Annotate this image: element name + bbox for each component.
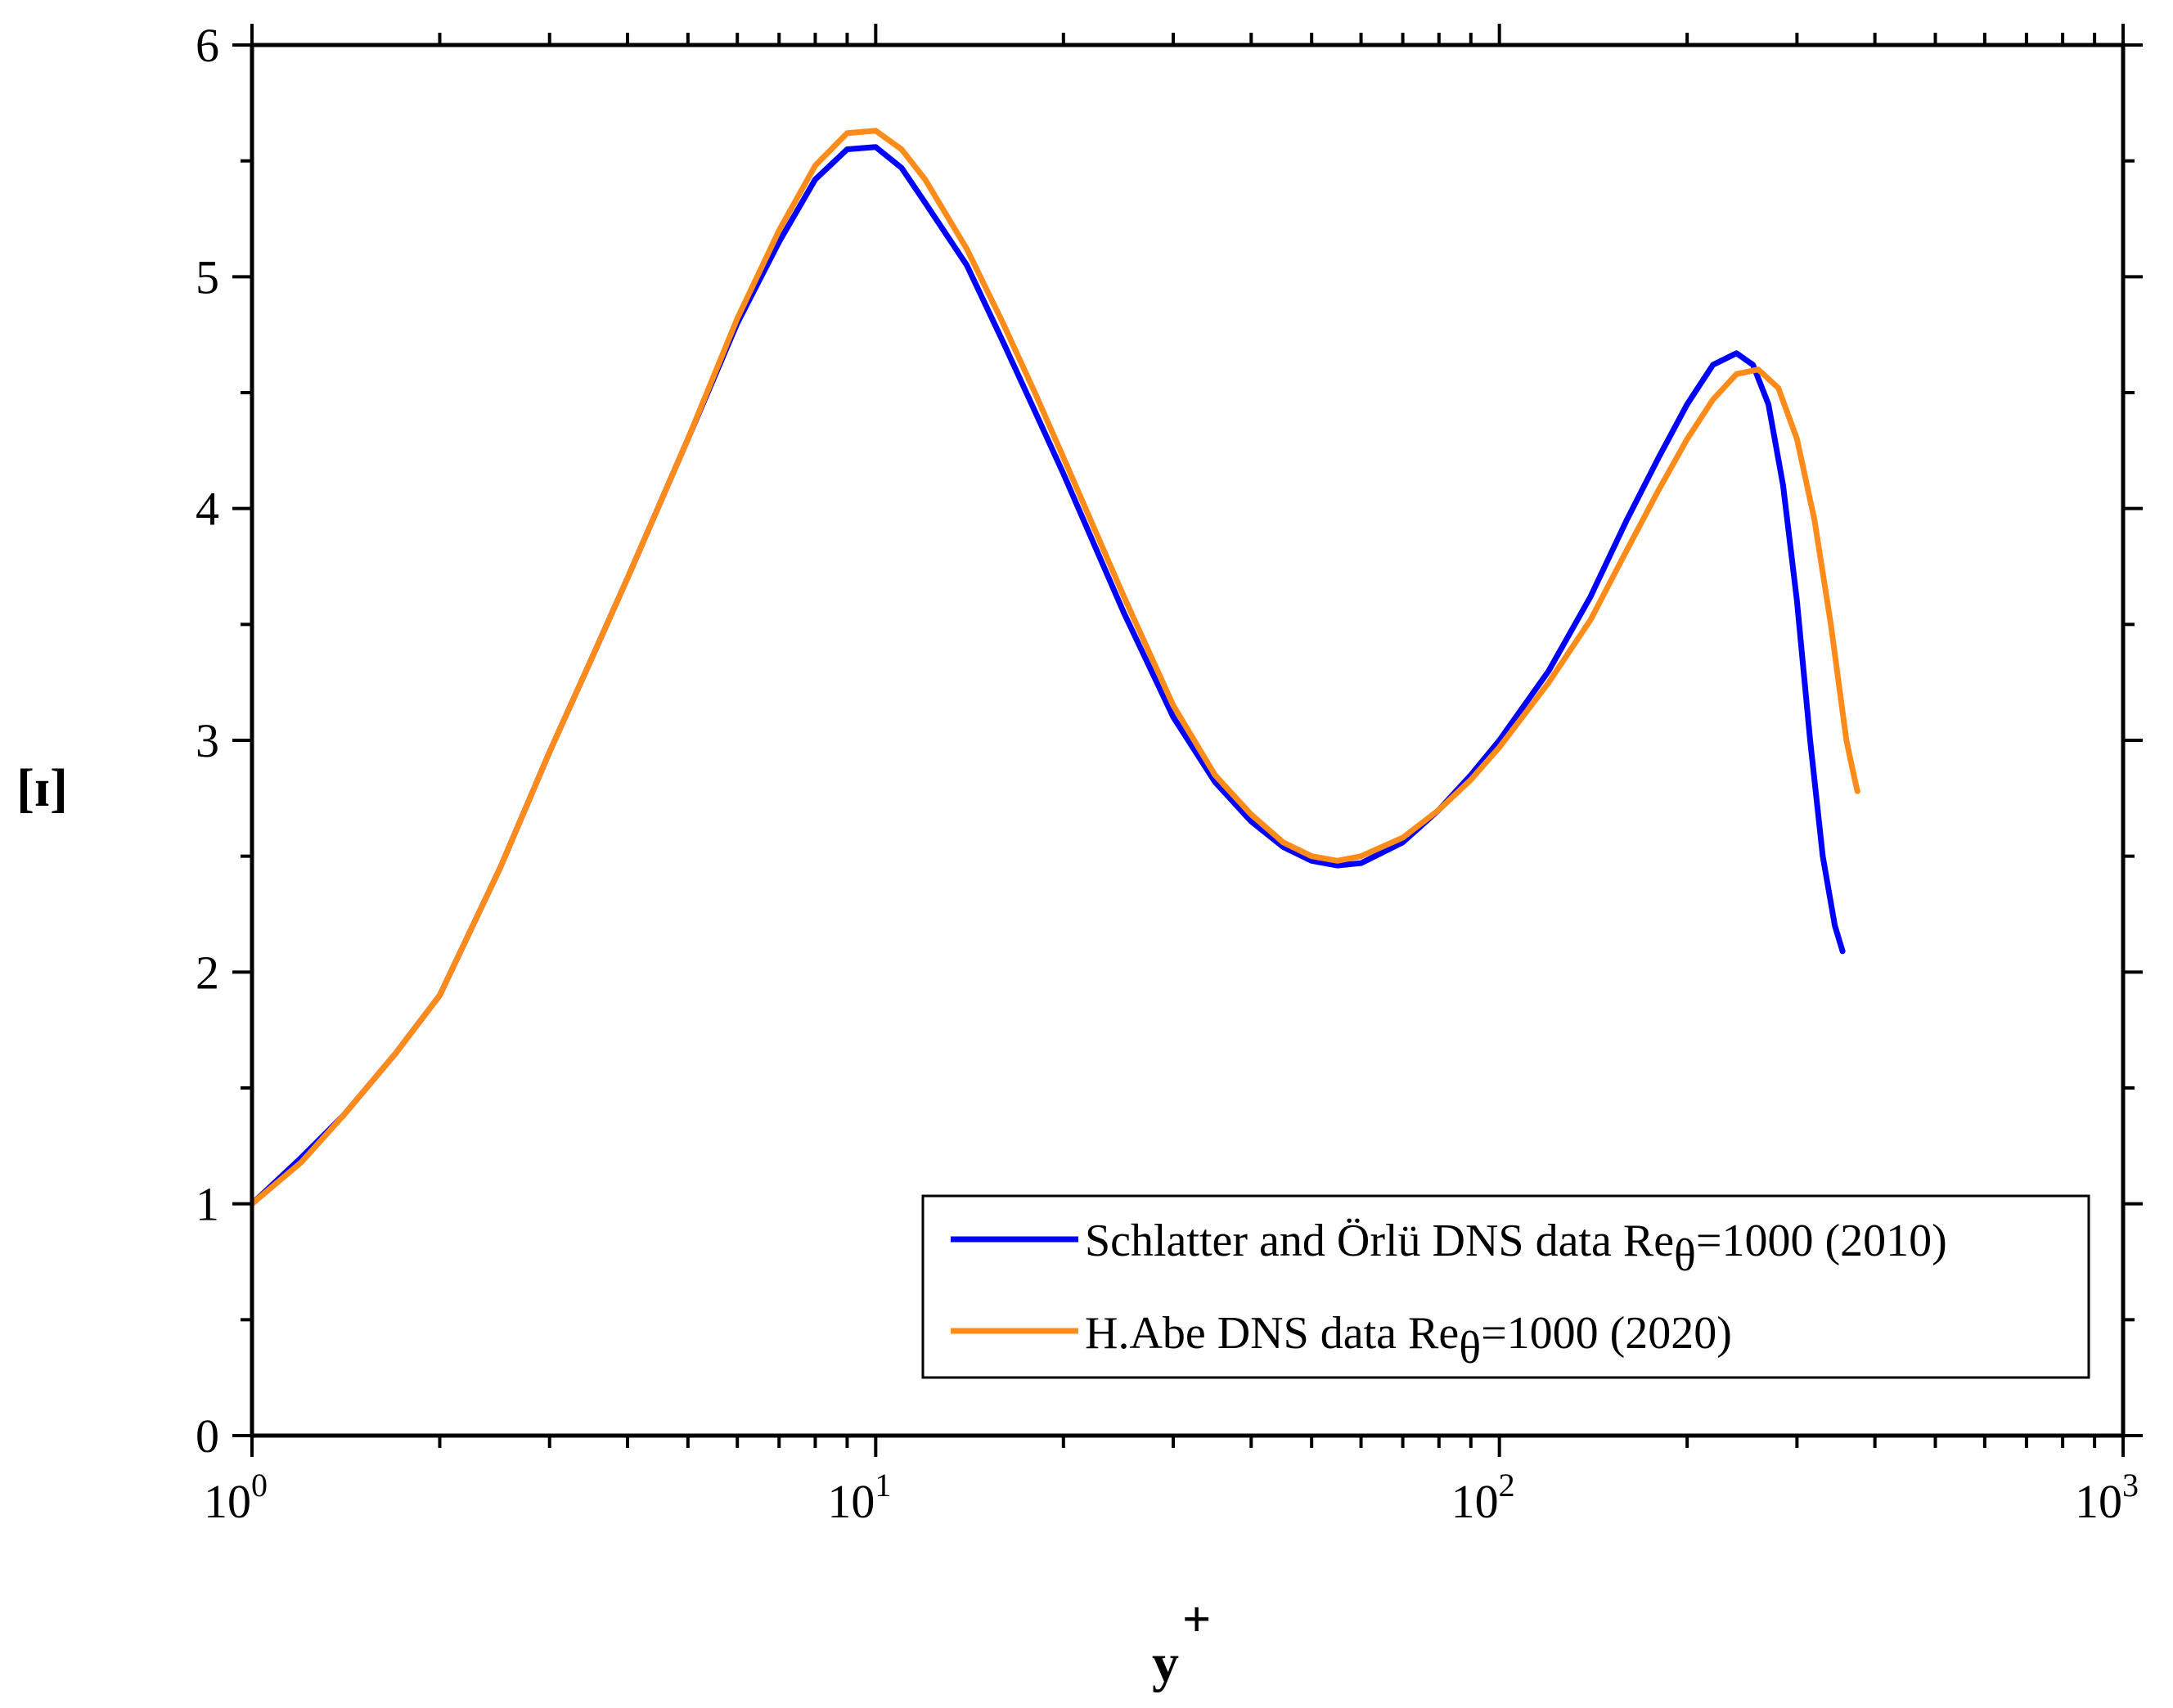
y-tick-label: 6 [196,19,219,72]
x-tick-label: 102 [1451,1467,1515,1528]
series-line-1 [249,128,1860,1207]
x-axis-title-base: y [1152,1634,1179,1693]
y-axis-title: [ɪ] [16,758,68,818]
legend: Schlatter and Örlü DNS data Reθ=1000 (20… [921,1194,2090,1379]
x-axis-title-sup: + [1182,1592,1211,1647]
legend-box [921,1194,2090,1379]
y-tick-label: 5 [196,250,219,303]
x-tick-label: 100 [204,1467,268,1528]
legend-label-schlatter-suffix: =1000 (2010) [1696,1216,1947,1266]
x-tick-label-exp: 0 [251,1467,268,1503]
legend-label-abe-main: H.Abe DNS data Re [1085,1308,1459,1359]
legend-label-abe: H.Abe DNS data Reθ=1000 (2020) [1085,1308,1732,1373]
x-tick-label-base: 10 [2075,1475,2122,1528]
legend-label-abe-sub: θ [1459,1323,1481,1373]
y-tick-label: 0 [196,1409,219,1463]
x-tick-label: 103 [2075,1467,2139,1528]
y-tick-label: 1 [196,1178,219,1231]
x-tick-label-exp: 3 [2122,1467,2139,1503]
series-layer [249,128,1860,1207]
legend-label-schlatter-main: Schlatter and Örlü DNS data Re [1085,1216,1674,1266]
x-tick-label-exp: 1 [875,1467,891,1503]
x-tick-label-base: 10 [827,1475,875,1528]
legend-label-abe-suffix: =1000 (2020) [1481,1308,1732,1359]
x-tick-label-exp: 2 [1499,1467,1515,1503]
y-tick-label: 2 [196,946,219,999]
legend-label-schlatter: Schlatter and Örlü DNS data Reθ=1000 (20… [1085,1216,1947,1281]
y-tick-label: 3 [196,714,219,767]
y-tick-label: 4 [196,483,219,536]
series-line-0 [249,144,1846,1207]
x-axis-title: y+ [1152,1592,1211,1693]
x-tick-label-base: 10 [204,1475,251,1528]
x-tick-label-base: 10 [1451,1475,1499,1528]
x-tick-label: 101 [827,1467,891,1528]
legend-label-schlatter-sub: θ [1674,1230,1696,1281]
